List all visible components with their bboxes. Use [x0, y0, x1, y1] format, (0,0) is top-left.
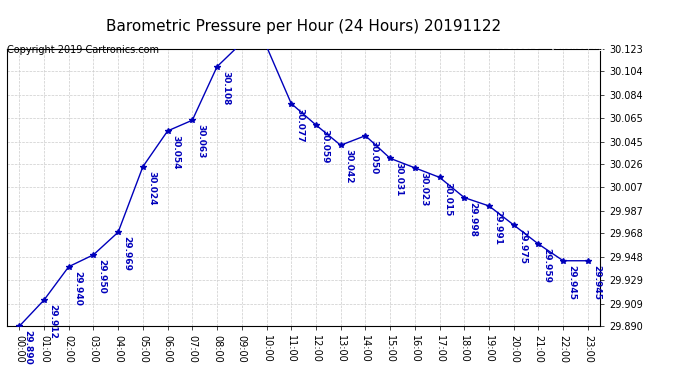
Text: 29.890: 29.890	[23, 330, 32, 365]
Text: 29.991: 29.991	[493, 210, 502, 245]
Text: 30.108: 30.108	[221, 71, 230, 105]
Text: 30.015: 30.015	[444, 182, 453, 216]
Text: Copyright 2019 Cartronics.com: Copyright 2019 Cartronics.com	[7, 45, 159, 55]
Text: 29.975: 29.975	[518, 229, 527, 264]
Text: 30.024: 30.024	[147, 171, 156, 206]
Text: 29.950: 29.950	[97, 259, 106, 294]
Text: 29.998: 29.998	[469, 202, 477, 237]
Text: Pressure  (Inches/Hg): Pressure (Inches/Hg)	[495, 42, 609, 51]
Text: 30.128: 30.128	[0, 374, 1, 375]
Text: 29.945: 29.945	[592, 265, 601, 300]
Text: Barometric Pressure per Hour (24 Hours) 20191122: Barometric Pressure per Hour (24 Hours) …	[106, 19, 501, 34]
Text: 29.912: 29.912	[48, 304, 57, 339]
Text: 30.125: 30.125	[0, 374, 1, 375]
Text: 29.945: 29.945	[567, 265, 576, 300]
Text: 30.077: 30.077	[295, 108, 304, 142]
Text: 30.023: 30.023	[419, 172, 428, 206]
Text: 30.063: 30.063	[197, 124, 206, 159]
Text: 30.054: 30.054	[172, 135, 181, 170]
Text: 30.042: 30.042	[345, 149, 354, 184]
Text: 29.959: 29.959	[542, 248, 551, 283]
Text: 30.059: 30.059	[320, 129, 329, 164]
Text: 30.031: 30.031	[394, 162, 403, 197]
Text: 30.050: 30.050	[370, 140, 379, 174]
Text: 29.940: 29.940	[73, 271, 82, 306]
Text: 29.969: 29.969	[122, 236, 131, 272]
